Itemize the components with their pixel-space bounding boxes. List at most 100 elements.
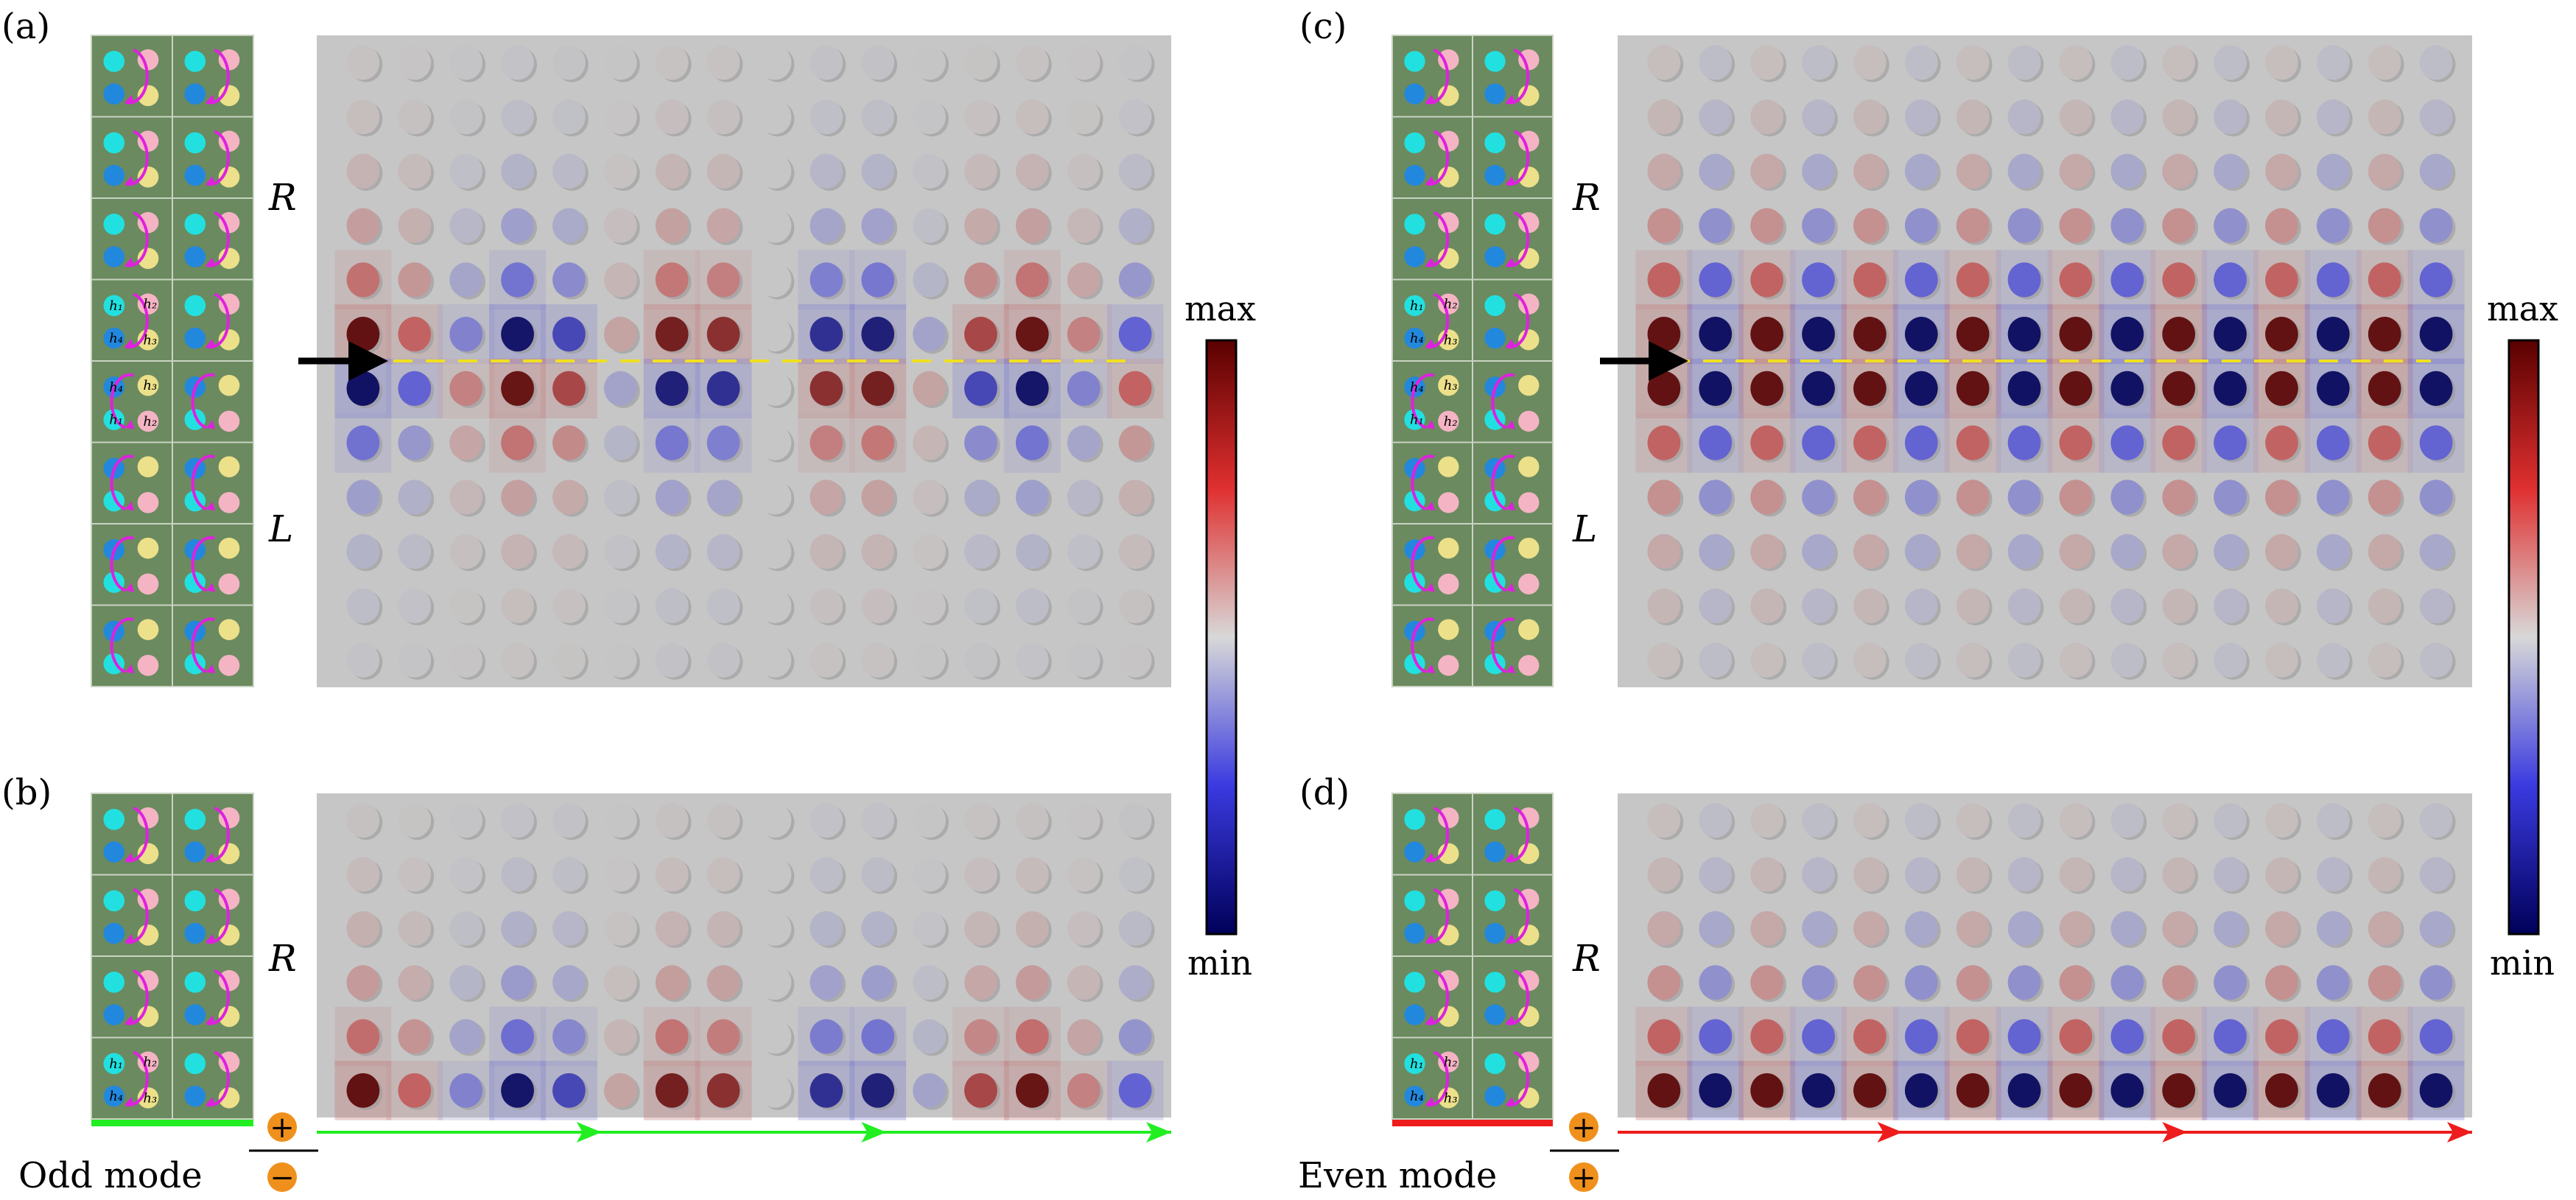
- rod: [398, 534, 432, 569]
- rod: [2162, 208, 2196, 243]
- rod: [1699, 965, 1733, 1000]
- rod: [218, 374, 240, 396]
- rod-label-h2: h₂: [143, 1055, 157, 1070]
- rod: [2419, 99, 2453, 135]
- circulation-arrow: [1491, 455, 1515, 510]
- rod-label-h2: h₂: [1444, 1055, 1458, 1070]
- rod: [706, 45, 740, 80]
- rod: [1438, 573, 1459, 594]
- rod: [398, 965, 432, 1000]
- rod: [2419, 803, 2453, 838]
- rod: [1015, 588, 1049, 623]
- rod: [2265, 45, 2298, 80]
- rod: [1956, 642, 1990, 678]
- rod: [2162, 425, 2196, 460]
- rod: [2214, 371, 2247, 406]
- rod: [398, 262, 432, 298]
- rod: [706, 99, 740, 135]
- rod: [137, 166, 159, 188]
- rod: [1438, 1051, 1459, 1073]
- rod: [2214, 317, 2247, 352]
- rod: [1015, 642, 1049, 678]
- rod: [2316, 857, 2350, 892]
- rod: [603, 208, 637, 243]
- rod: [1956, 262, 1990, 298]
- circulation-arrowhead: [1506, 583, 1515, 592]
- rod: [552, 153, 586, 189]
- rod: [1853, 857, 1887, 892]
- circulation-arrowhead: [206, 1097, 216, 1106]
- rod: [1518, 374, 1540, 396]
- rod: [1118, 153, 1152, 189]
- rod: [1484, 841, 1506, 863]
- rod: [2214, 480, 2247, 515]
- rod: [1699, 153, 1733, 189]
- rod: [758, 371, 792, 406]
- rod: [184, 132, 206, 154]
- rod: [2214, 153, 2247, 189]
- rod: [1699, 1019, 1733, 1054]
- rod: [398, 425, 432, 460]
- rod: [2214, 857, 2247, 892]
- rod: [2110, 371, 2144, 406]
- rod: [1699, 480, 1733, 515]
- rod: [449, 262, 483, 298]
- rod: [706, 480, 740, 515]
- rod: [1802, 803, 1835, 838]
- panel-c-label: (c): [1299, 6, 1347, 47]
- rod: [218, 654, 240, 676]
- propagation-arrowhead: [1877, 1122, 1903, 1143]
- unit-cell: [172, 604, 254, 687]
- rod: [449, 857, 483, 892]
- rod: [218, 130, 240, 152]
- rod: [1750, 425, 1784, 460]
- rod: [1518, 1051, 1540, 1073]
- rod: [2265, 1073, 2298, 1108]
- unit-cell: [1391, 793, 1473, 876]
- circulation-arrowhead: [1506, 852, 1515, 862]
- rod: [552, 588, 586, 623]
- rod: [2214, 262, 2247, 298]
- circulation-arrowhead: [1425, 583, 1435, 592]
- panel-a-label: (a): [1, 6, 50, 47]
- rod: [2265, 803, 2298, 838]
- circulation-arrowhead: [125, 934, 135, 944]
- rod: [603, 642, 637, 678]
- rod: [1853, 99, 1887, 135]
- rod: [552, 1019, 586, 1054]
- rod: [103, 1004, 125, 1025]
- unit-cell: [1391, 874, 1473, 957]
- rod: [913, 425, 946, 460]
- circulation-arrowhead: [1425, 934, 1435, 944]
- rod: [2007, 480, 2041, 515]
- rod: [810, 45, 843, 80]
- rod: [1067, 153, 1101, 189]
- rod: [1904, 317, 1938, 352]
- rod: [964, 910, 997, 946]
- rod: [1904, 534, 1938, 569]
- rod: [964, 317, 997, 352]
- rod-label-h3: h₃: [1444, 332, 1458, 348]
- rod: [501, 45, 534, 80]
- circulation-arrowhead: [125, 852, 135, 862]
- rod: [2007, 425, 2041, 460]
- rod: [603, 910, 637, 946]
- rod: [1647, 965, 1681, 1000]
- circulation-arrow: [1411, 455, 1435, 510]
- unit-cell: [1472, 116, 1554, 199]
- rod: [1904, 371, 1938, 406]
- rod: [1853, 642, 1887, 678]
- rod: [218, 211, 240, 234]
- rod: [1956, 99, 1990, 135]
- rod: [449, 965, 483, 1000]
- rod: [137, 85, 159, 107]
- rod: [1518, 969, 1540, 992]
- rod: [501, 965, 534, 1000]
- circulation-arrowhead: [1506, 1015, 1515, 1025]
- rod: [810, 1019, 843, 1054]
- unit-cell: [1391, 441, 1473, 524]
- rod: [1956, 534, 1990, 569]
- rod: [655, 642, 689, 678]
- rod: [2368, 371, 2401, 406]
- rod: [2316, 371, 2350, 406]
